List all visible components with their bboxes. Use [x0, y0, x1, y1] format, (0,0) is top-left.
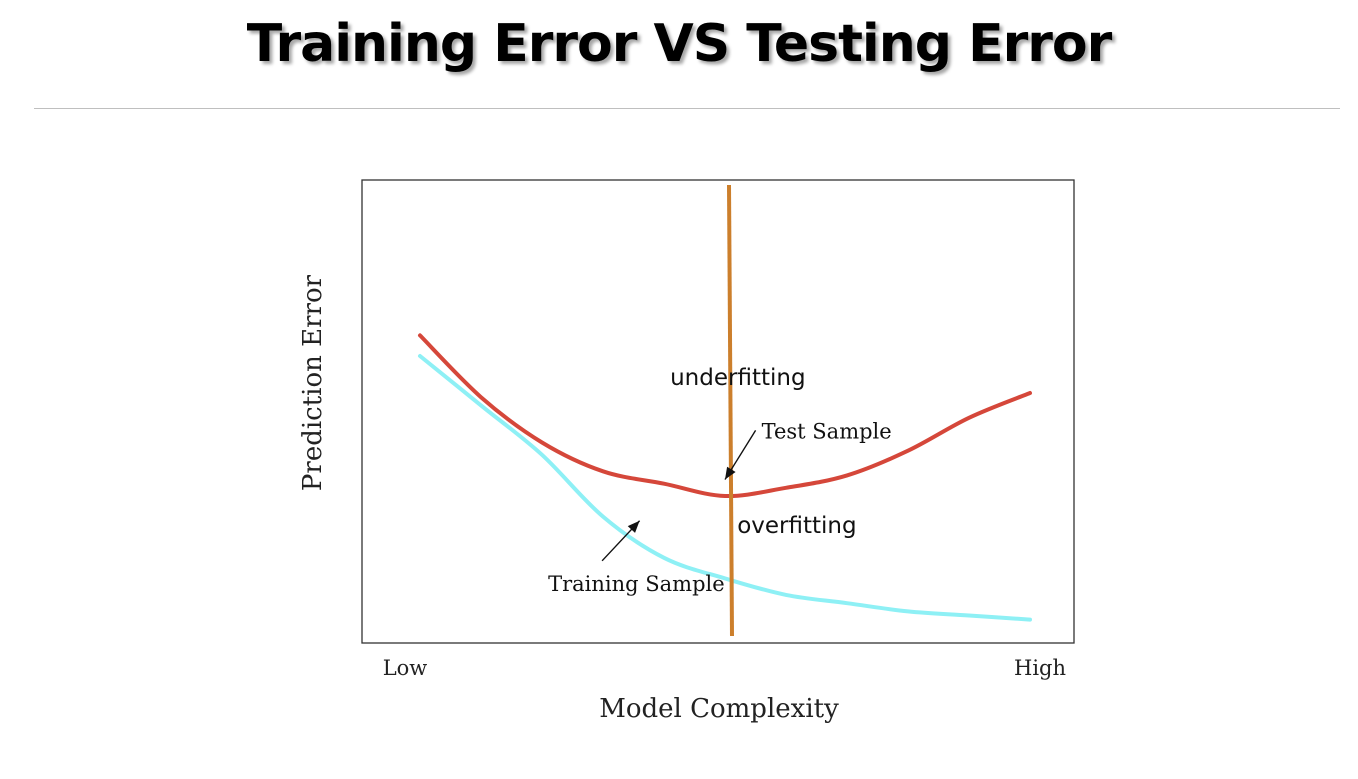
annotation-overfitting: overfitting	[737, 513, 856, 539]
y-axis-label: Prediction Error	[298, 274, 328, 491]
annotation-training-sample: Training Sample	[548, 572, 725, 596]
series-line-test-sample	[418, 333, 1032, 499]
annotation-arrowhead-0	[725, 466, 736, 480]
plot-frame	[361, 179, 1075, 644]
title-divider	[34, 108, 1340, 109]
x-tick-label-low: Low	[383, 656, 428, 680]
slide-title: Training Error VS Testing Error	[246, 14, 1113, 74]
annotation-underfitting: underfitting	[670, 365, 805, 391]
series-line-training-sample	[418, 354, 1032, 622]
x-axis-label: Model Complexity	[599, 694, 839, 724]
annotation-arrowhead-1	[627, 520, 640, 533]
annotation-layer: Test Sample Training Sample underfitting ov…	[548, 365, 892, 596]
annotation-test-sample: Test Sample	[762, 419, 892, 443]
series-layer	[418, 184, 1032, 637]
x-tick-label-high: High	[1014, 656, 1066, 680]
divider-line	[727, 184, 734, 637]
